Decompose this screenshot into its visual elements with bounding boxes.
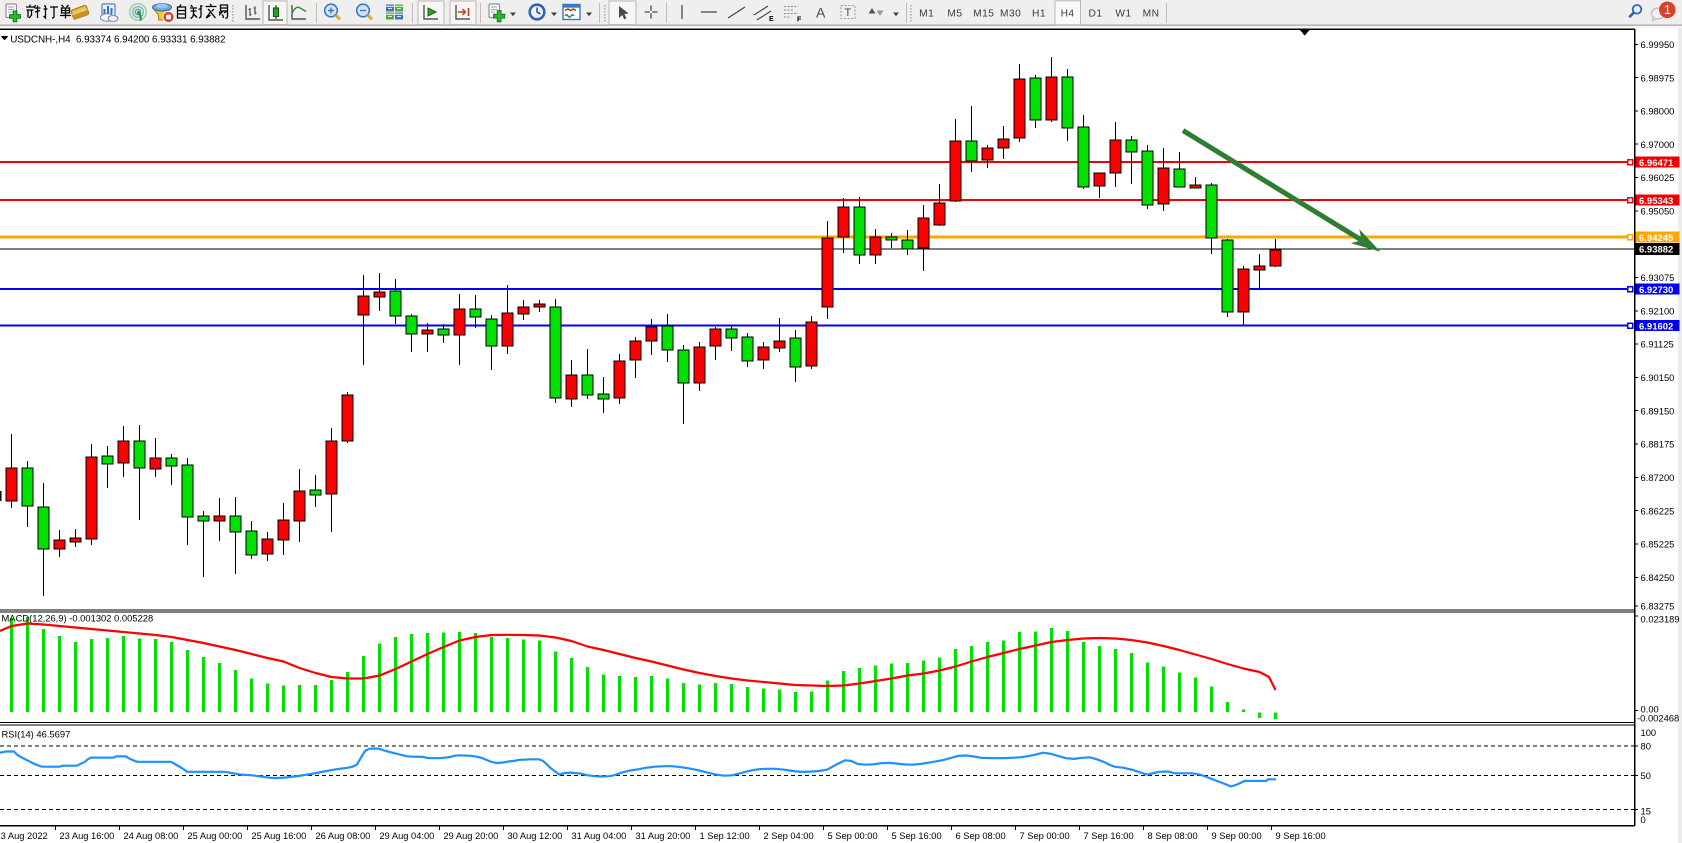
svg-text:7 Sep 00:00: 7 Sep 00:00 bbox=[1020, 831, 1070, 841]
svg-text:6.96471: 6.96471 bbox=[1639, 158, 1674, 169]
svg-text:6.93075: 6.93075 bbox=[1641, 272, 1675, 283]
svg-text:0.00: 0.00 bbox=[1641, 704, 1659, 715]
svg-text:MACD(12,26,9) -0.001302 0.0052: MACD(12,26,9) -0.001302 0.005228 bbox=[2, 613, 154, 624]
svg-text:6.98975: 6.98975 bbox=[1641, 72, 1675, 83]
svg-text:6.95050: 6.95050 bbox=[1641, 205, 1675, 216]
svg-text:6.87200: 6.87200 bbox=[1641, 472, 1675, 483]
svg-text:T: T bbox=[845, 7, 852, 19]
svg-text:E: E bbox=[769, 16, 774, 23]
svg-text:6.99950: 6.99950 bbox=[1641, 39, 1675, 50]
svg-text:31 Aug 20:00: 31 Aug 20:00 bbox=[636, 831, 691, 841]
svg-text:50: 50 bbox=[1641, 770, 1651, 781]
svg-text:100: 100 bbox=[1641, 727, 1657, 738]
svg-text:6.97000: 6.97000 bbox=[1641, 139, 1675, 150]
svg-text:23 Aug 2022: 23 Aug 2022 bbox=[0, 831, 48, 841]
svg-text:30 Aug 12:00: 30 Aug 12:00 bbox=[508, 831, 563, 841]
svg-text:26 Aug 08:00: 26 Aug 08:00 bbox=[316, 831, 371, 841]
svg-text:W1: W1 bbox=[1115, 9, 1131, 20]
svg-text:6.91125: 6.91125 bbox=[1641, 339, 1674, 350]
svg-text:15: 15 bbox=[1641, 806, 1651, 817]
svg-text:29 Aug 04:00: 29 Aug 04:00 bbox=[380, 831, 435, 841]
svg-text:6.93882: 6.93882 bbox=[1639, 245, 1673, 256]
svg-text:6.86225: 6.86225 bbox=[1641, 505, 1675, 516]
svg-text:29 Aug 20:00: 29 Aug 20:00 bbox=[444, 831, 499, 841]
svg-text:6.98000: 6.98000 bbox=[1641, 105, 1675, 116]
svg-text:25 Aug 00:00: 25 Aug 00:00 bbox=[188, 831, 243, 841]
svg-text:6.83275: 6.83275 bbox=[1641, 600, 1675, 611]
svg-text:6.85225: 6.85225 bbox=[1641, 539, 1675, 550]
svg-text:5 Sep 16:00: 5 Sep 16:00 bbox=[892, 831, 942, 841]
svg-text:H4: H4 bbox=[1061, 9, 1075, 20]
svg-text:31 Aug 04:00: 31 Aug 04:00 bbox=[572, 831, 627, 841]
svg-text:USDCNH-,H4 6.93374 6.94200 6.: USDCNH-,H4 6.93374 6.94200 6.93331 6.938… bbox=[10, 35, 225, 46]
svg-text:1 Sep 12:00: 1 Sep 12:00 bbox=[700, 831, 750, 841]
svg-text:D1: D1 bbox=[1088, 9, 1102, 20]
svg-text:6.94245: 6.94245 bbox=[1639, 233, 1674, 244]
svg-text:7 Sep 16:00: 7 Sep 16:00 bbox=[1084, 831, 1134, 841]
svg-text:M30: M30 bbox=[1000, 9, 1021, 20]
svg-text:RSI(14) 46.5697: RSI(14) 46.5697 bbox=[2, 729, 71, 740]
svg-text:5 Sep 00:00: 5 Sep 00:00 bbox=[828, 831, 878, 841]
svg-text:23 Aug 16:00: 23 Aug 16:00 bbox=[60, 831, 115, 841]
svg-text:6.91602: 6.91602 bbox=[1639, 321, 1673, 332]
svg-text:0: 0 bbox=[1641, 814, 1646, 825]
svg-text:8 Sep 08:00: 8 Sep 08:00 bbox=[1148, 831, 1198, 841]
svg-text:24 Aug 08:00: 24 Aug 08:00 bbox=[124, 831, 179, 841]
svg-text:-0.002468: -0.002468 bbox=[1637, 712, 1679, 723]
svg-text:A: A bbox=[816, 5, 826, 21]
svg-text:6.95343: 6.95343 bbox=[1639, 196, 1673, 207]
svg-text:6.92100: 6.92100 bbox=[1641, 305, 1675, 316]
svg-text:2 Sep 04:00: 2 Sep 04:00 bbox=[764, 831, 814, 841]
svg-text:80: 80 bbox=[1641, 741, 1651, 752]
svg-text:0.023189: 0.023189 bbox=[1641, 613, 1680, 624]
svg-text:6.92730: 6.92730 bbox=[1639, 285, 1673, 296]
svg-text:6.89150: 6.89150 bbox=[1641, 405, 1675, 416]
svg-text:9 Sep 00:00: 9 Sep 00:00 bbox=[1212, 831, 1262, 841]
svg-text:M5: M5 bbox=[947, 9, 962, 20]
svg-text:1: 1 bbox=[1664, 3, 1671, 17]
svg-text:6.84250: 6.84250 bbox=[1641, 572, 1675, 583]
svg-text:MN: MN bbox=[1143, 9, 1160, 20]
svg-text:M15: M15 bbox=[973, 9, 994, 20]
svg-text:25 Aug 16:00: 25 Aug 16:00 bbox=[252, 831, 307, 841]
svg-text:6.88175: 6.88175 bbox=[1641, 439, 1675, 450]
svg-text:6 Sep 08:00: 6 Sep 08:00 bbox=[956, 831, 1006, 841]
svg-text:F: F bbox=[797, 17, 802, 24]
svg-text:M1: M1 bbox=[919, 9, 934, 20]
svg-text:H1: H1 bbox=[1032, 9, 1046, 20]
svg-text:6.96025: 6.96025 bbox=[1641, 172, 1675, 183]
svg-text:6.90150: 6.90150 bbox=[1641, 372, 1675, 383]
svg-text:9 Sep 16:00: 9 Sep 16:00 bbox=[1276, 831, 1326, 841]
